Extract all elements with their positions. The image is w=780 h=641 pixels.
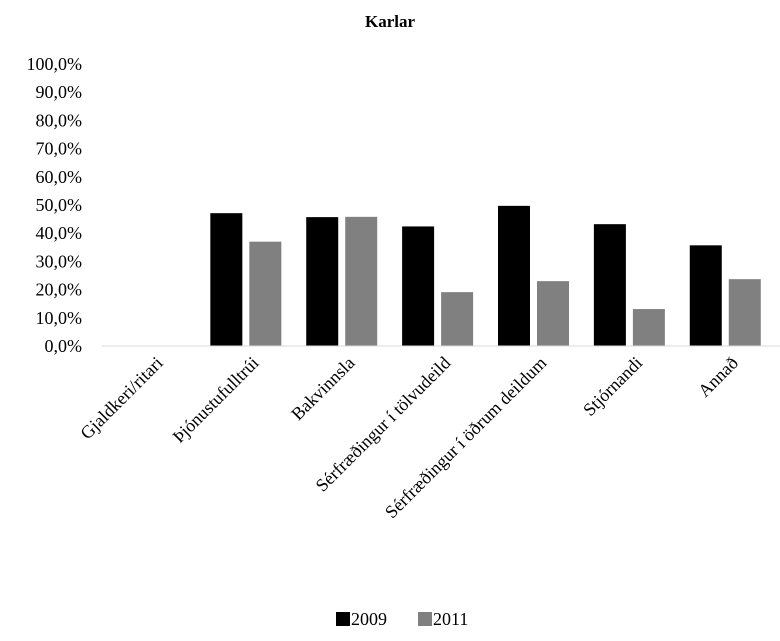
- x-tick-label: Gjaldkeri/ritari: [76, 353, 166, 443]
- bar-2009: [306, 217, 339, 346]
- y-tick-label: 20,0%: [36, 280, 83, 300]
- x-axis: Gjaldkeri/ritari Þjónustufulltrúi Bakvinns…: [76, 353, 742, 522]
- y-tick-label: 40,0%: [36, 223, 83, 243]
- y-tick-label: 70,0%: [36, 139, 83, 159]
- y-tick-label: 100,0%: [27, 54, 83, 74]
- x-tick-label: Bakvinnsla: [287, 353, 358, 424]
- y-axis: 0,0% 10,0% 20,0% 30,0% 40,0% 50,0% 60,0% 70,0% 8…: [27, 54, 83, 356]
- y-tick-label: 0,0%: [45, 336, 83, 356]
- bar-2009: [210, 213, 243, 346]
- bar-2009: [689, 245, 722, 346]
- y-tick-label: 90,0%: [36, 82, 83, 102]
- bars: [210, 205, 761, 346]
- y-tick-label: 60,0%: [36, 167, 83, 187]
- legend-label: 2011: [433, 609, 468, 629]
- bar-2009: [497, 205, 530, 346]
- y-tick-label: 80,0%: [36, 110, 83, 130]
- legend: 2009 2011: [336, 609, 468, 629]
- legend-swatch-2009: [336, 612, 350, 626]
- x-tick-label: Þjónustufulltrúi: [169, 353, 263, 447]
- bar-2011: [728, 279, 761, 346]
- x-tick-label: Sérfræðingur í öðrum deildum: [381, 353, 550, 522]
- bar-2009: [402, 226, 435, 346]
- y-tick-label: 50,0%: [36, 195, 83, 215]
- bar-2011: [441, 292, 474, 346]
- x-tick-label: Stjórnandi: [579, 353, 646, 420]
- bar-2011: [536, 281, 569, 346]
- bar-2011: [632, 309, 665, 346]
- x-tick-label: Annað: [694, 353, 742, 401]
- chart-title: Karlar: [365, 12, 415, 31]
- legend-label: 2009: [351, 609, 387, 629]
- bar-2011: [345, 216, 378, 346]
- legend-swatch-2011: [418, 612, 432, 626]
- y-tick-label: 10,0%: [36, 308, 83, 328]
- bar-2009: [593, 224, 626, 346]
- y-tick-label: 30,0%: [36, 251, 83, 271]
- bar-2011: [249, 241, 282, 346]
